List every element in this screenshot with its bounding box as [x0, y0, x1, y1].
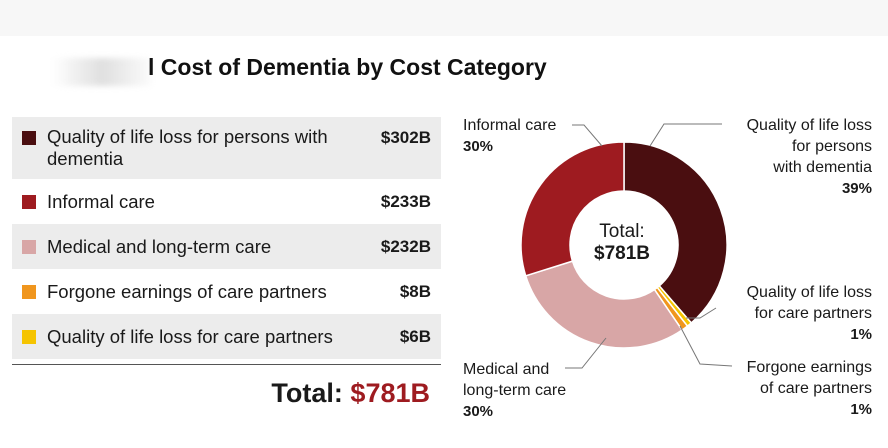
annotation-percent: 1% [850, 401, 872, 418]
row-value: $302B [380, 128, 431, 147]
legend-swatch [22, 329, 36, 344]
annotation-label: Quality of life loss [746, 117, 872, 134]
legend-swatch [22, 194, 36, 209]
row-value: $232B [380, 236, 431, 256]
row-label: Medical and long-term care [47, 235, 272, 257]
donut-slice [520, 141, 625, 277]
leader-line [686, 307, 717, 319]
center-total-label: Total: [599, 221, 644, 242]
total-label: Total: [271, 378, 343, 408]
row-label: Informal care [47, 190, 155, 212]
annotation-label: Medical and [463, 361, 550, 378]
annotation-label: Quality of life loss [746, 284, 872, 301]
title-obscured-region [52, 58, 152, 86]
annotation-label: Forgone earnings [746, 359, 872, 376]
annotation-label: Informal care [463, 117, 557, 134]
annotation-label: for care partners [754, 305, 872, 322]
total-value: $781B [350, 378, 430, 408]
annotation-label: with dementia [773, 159, 872, 176]
row-label: Quality of life loss for care partners [47, 325, 333, 347]
annotation-qol-persons: Quality of life loss for persons with de… [747, 115, 872, 199]
legend-swatch [22, 239, 36, 254]
annotation-informal-care: Informal care 30% [463, 115, 556, 157]
annotation-forgone-earnings: Forgone earnings of care partners 1% [747, 357, 872, 420]
cost-table: Quality of life loss for persons with de… [12, 117, 441, 359]
legend-swatch [22, 131, 36, 145]
annotation-percent: 1% [850, 326, 872, 343]
leader-line [649, 123, 722, 147]
annotation-medical: Medical and long-term care 30% [463, 359, 566, 422]
annotation-label: long-term care [463, 382, 567, 399]
table-row: Informal care $233B [12, 179, 441, 224]
annotation-qol-partners: Quality of life loss for care partners 1… [747, 282, 872, 345]
leader-line [565, 337, 607, 369]
row-label: Forgone earnings of care partners [47, 280, 327, 302]
annotation-label: of care partners [759, 380, 872, 397]
leader-line [572, 124, 603, 147]
table-row: Forgone earnings of care partners $8B [12, 269, 441, 314]
annotation-percent: 30% [463, 138, 494, 155]
chart-title: l Cost of Dementia by Cost Category [148, 54, 547, 80]
table-row: Medical and long-term care $232B [12, 224, 441, 269]
center-total-value: $781B [594, 243, 650, 264]
table-divider [12, 364, 441, 365]
annotation-label: for persons [791, 138, 872, 155]
row-value: $233B [380, 191, 431, 211]
row-value: $6B [399, 326, 431, 346]
donut-slice [623, 141, 728, 325]
table-row: Quality of life loss for persons with de… [12, 117, 441, 179]
legend-swatch [22, 284, 36, 299]
annotation-percent: 30% [463, 403, 494, 420]
donut-slice [524, 260, 684, 349]
row-value: $8B [399, 281, 431, 301]
total-summary: Total: $781B [271, 378, 430, 409]
top-bar [0, 0, 888, 36]
row-label: Quality of life loss for persons with de… [47, 126, 328, 169]
annotation-percent: 39% [841, 180, 872, 197]
leader-line [679, 325, 733, 367]
table-row: Quality of life loss for care partners $… [12, 314, 441, 359]
